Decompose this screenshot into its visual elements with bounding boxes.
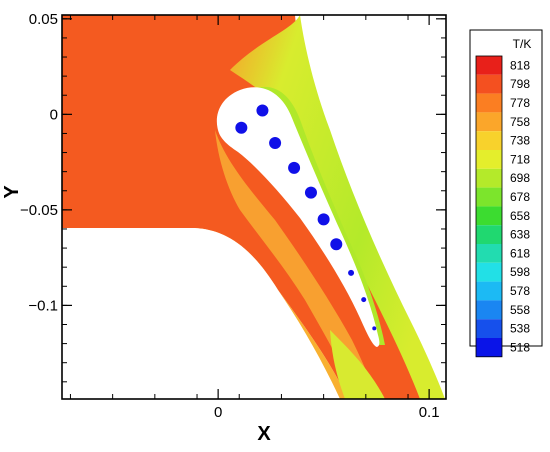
legend-label: 798	[510, 77, 530, 91]
y-tick-label: 0	[50, 106, 58, 123]
legend-swatch	[476, 319, 502, 338]
legend-swatch	[476, 206, 502, 226]
outside-domain	[62, 228, 340, 399]
legend-label: 738	[510, 134, 530, 148]
pressure-side-band	[215, 130, 378, 399]
cooling-hole	[304, 186, 317, 199]
color-legend: T/K 818 798 778 758 738 718 698 678 658 638 618 598…	[469, 29, 543, 358]
cooling-hole	[330, 238, 343, 251]
legend-swatch	[476, 262, 502, 282]
cooling-hole	[361, 297, 367, 303]
blade-profile	[216, 87, 380, 347]
legend-swatch	[476, 187, 502, 207]
x-tick-label: 0	[214, 404, 222, 421]
legend-label: 778	[510, 96, 530, 110]
legend-items: 818 798 778 758 738 718 698 678 658 638 618 598 578 5…	[475, 55, 530, 358]
legend-colorbar-outline	[475, 55, 503, 358]
legend-swatch	[476, 281, 502, 301]
legend-label: 698	[510, 171, 530, 185]
legend-swatch	[476, 56, 502, 75]
legend-label: 518	[510, 340, 530, 354]
legend-label: 558	[510, 303, 530, 317]
cooling-hole	[288, 161, 301, 174]
legend-swatch	[476, 338, 502, 357]
contour-field	[62, 15, 445, 399]
legend-swatch	[476, 168, 502, 188]
cooling-hole	[317, 213, 330, 226]
legend-label: 718	[510, 152, 530, 166]
y-tick-label: 0.05	[29, 11, 58, 28]
legend-label: 818	[510, 58, 530, 72]
cooling-hole	[269, 137, 282, 149]
x-axis-title: X	[257, 423, 271, 445]
x-axis-ticks: 0 0.1	[69, 15, 440, 421]
y-tick-label: −0.1	[28, 297, 58, 314]
cooling-hole	[256, 104, 269, 117]
legend-label: 638	[510, 228, 530, 242]
cooling-hole	[348, 269, 355, 276]
legend-swatch	[476, 225, 502, 244]
legend-swatch	[476, 74, 502, 94]
legend-swatch	[476, 300, 502, 320]
legend-label: 598	[510, 265, 530, 279]
legend-label: 538	[510, 322, 530, 336]
y-axis-title: Y	[1, 185, 23, 199]
y-tick-label: −0.05	[20, 202, 58, 219]
legend-swatch	[476, 244, 502, 263]
legend-title: T/K	[513, 37, 532, 51]
legend-swatch	[476, 93, 502, 113]
legend-swatch	[476, 112, 502, 132]
legend-label: 678	[510, 190, 530, 204]
lower-wake-region	[330, 330, 385, 399]
legend-label: 658	[510, 209, 530, 223]
cooling-hole	[235, 121, 248, 134]
legend-label: 758	[510, 115, 530, 129]
plot-frame	[61, 14, 447, 400]
legend-label: 618	[510, 246, 530, 260]
x-tick-label: 0.1	[419, 404, 440, 421]
legend-swatch	[476, 150, 502, 169]
y-axis-ticks: 0.05 0 −0.05 −0.1	[20, 11, 446, 383]
cooling-holes	[235, 104, 377, 331]
cooling-hole	[372, 326, 377, 331]
legend-label: 578	[510, 284, 530, 298]
legend-swatch	[476, 131, 502, 150]
